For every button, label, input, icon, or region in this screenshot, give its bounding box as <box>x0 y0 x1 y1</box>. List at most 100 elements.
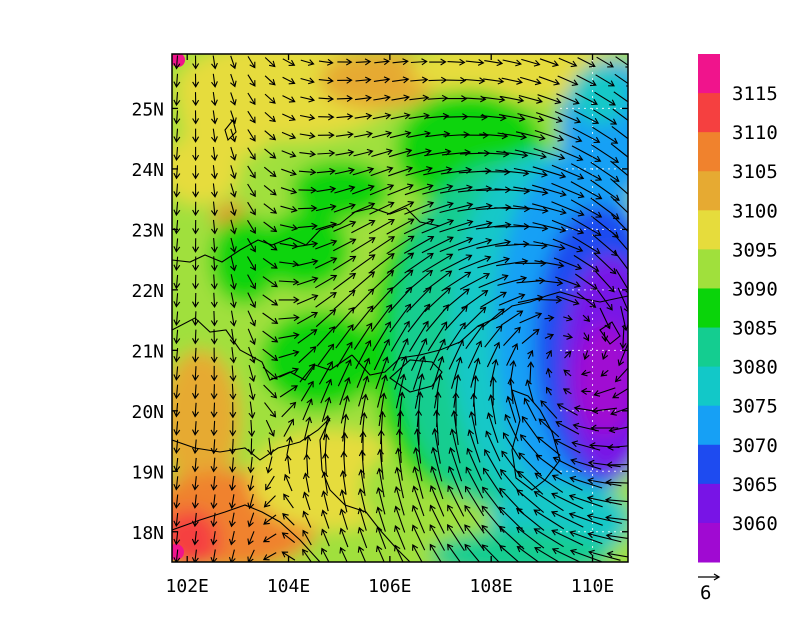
wind-vector <box>247 56 256 69</box>
wind-vector <box>538 418 560 438</box>
wind-vector <box>389 303 412 333</box>
wind-vector <box>392 58 409 66</box>
wind-vector <box>468 410 479 445</box>
wind-vector <box>279 224 299 232</box>
wind-vector <box>173 183 181 198</box>
wind-vector <box>422 183 454 195</box>
wind-vector <box>592 126 619 144</box>
wind-vector <box>388 286 413 313</box>
wind-vector <box>248 364 256 383</box>
wind-vector <box>421 236 454 254</box>
wind-vector <box>302 548 312 562</box>
wind-vector <box>535 279 564 287</box>
wind-vector <box>388 148 413 158</box>
wind-vector <box>192 402 199 418</box>
x-tick-label: 110E <box>571 576 614 597</box>
wind-vector <box>229 274 237 290</box>
wind-vector <box>409 94 430 102</box>
wind-vector <box>369 183 395 196</box>
wind-vector <box>173 439 181 454</box>
wind-vector <box>412 466 424 499</box>
wind-vector <box>429 58 447 66</box>
wind-vector <box>538 76 561 86</box>
wind-vector <box>429 524 445 551</box>
wind-vector <box>394 466 405 499</box>
wind-vector <box>391 94 410 102</box>
wind-vector <box>173 476 181 491</box>
wind-vector <box>278 278 300 286</box>
wind-vector <box>570 458 602 470</box>
wind-vector <box>282 113 296 122</box>
wind-vector <box>296 258 319 267</box>
wind-vector <box>568 493 603 508</box>
wind-vector <box>336 95 353 102</box>
wind-vector <box>351 219 376 234</box>
wind-vector <box>281 150 297 158</box>
wind-vector <box>410 58 428 66</box>
wind-vector <box>262 330 279 343</box>
wind-vector <box>229 310 237 327</box>
wind-vector <box>571 145 602 162</box>
wind-vector <box>387 183 414 196</box>
wind-vector <box>192 55 200 70</box>
wind-vector <box>464 543 481 562</box>
wind-vector <box>396 428 403 463</box>
wind-vector <box>192 329 199 345</box>
wind-vector <box>614 367 628 383</box>
wind-vector <box>318 113 335 121</box>
wind-vector <box>483 77 505 85</box>
wind-vector <box>484 324 503 348</box>
wind-vector <box>537 94 562 105</box>
wind-vector <box>302 472 310 493</box>
wind-vector <box>192 439 199 455</box>
wind-vector <box>336 113 354 121</box>
wind-vector <box>376 374 388 408</box>
wind-vector <box>533 491 564 512</box>
wind-vector <box>583 332 590 342</box>
wind-vector <box>601 350 609 361</box>
wind-vector <box>281 131 297 140</box>
wind-vector <box>390 320 410 352</box>
wind-vector <box>228 494 236 510</box>
wind-vector <box>173 402 181 418</box>
wind-vector <box>262 366 278 380</box>
wind-vector <box>613 91 628 106</box>
wind-vector <box>515 507 545 531</box>
colorbar-label: 3110 <box>732 122 778 144</box>
wind-vector <box>353 322 373 350</box>
wind-vector <box>498 293 526 306</box>
wind-vector <box>467 340 483 369</box>
wind-vector <box>316 167 336 175</box>
wind-vector <box>210 183 218 198</box>
wind-vector <box>540 400 558 419</box>
wind-vector <box>265 456 273 474</box>
wind-vector <box>282 58 296 66</box>
wind-vector <box>247 256 256 272</box>
wind-vector <box>371 148 393 158</box>
wind-vector <box>421 218 455 234</box>
wind-vector <box>551 219 585 235</box>
wind-vector <box>457 202 493 212</box>
wind-vector <box>371 304 393 332</box>
wind-vector <box>555 421 580 435</box>
wind-vector <box>386 201 415 216</box>
wind-vector <box>394 355 408 390</box>
wind-vector <box>282 513 295 526</box>
wind-vector <box>447 465 464 500</box>
reference-vector: 6 <box>698 573 721 604</box>
wind-vector <box>446 322 466 351</box>
wind-vector <box>300 59 315 66</box>
wind-vector <box>467 429 481 463</box>
wind-vector <box>350 254 376 273</box>
wind-vector <box>320 547 330 562</box>
wind-vector <box>302 491 311 511</box>
wind-vector <box>315 239 338 250</box>
wind-vector <box>192 201 200 217</box>
wind-vector <box>534 129 565 142</box>
wind-vector <box>590 161 620 182</box>
wind-vector <box>265 419 275 437</box>
wind-vector <box>607 443 628 451</box>
wind-vector <box>605 478 628 486</box>
wind-vector <box>562 388 572 395</box>
wind-vector <box>466 447 483 481</box>
